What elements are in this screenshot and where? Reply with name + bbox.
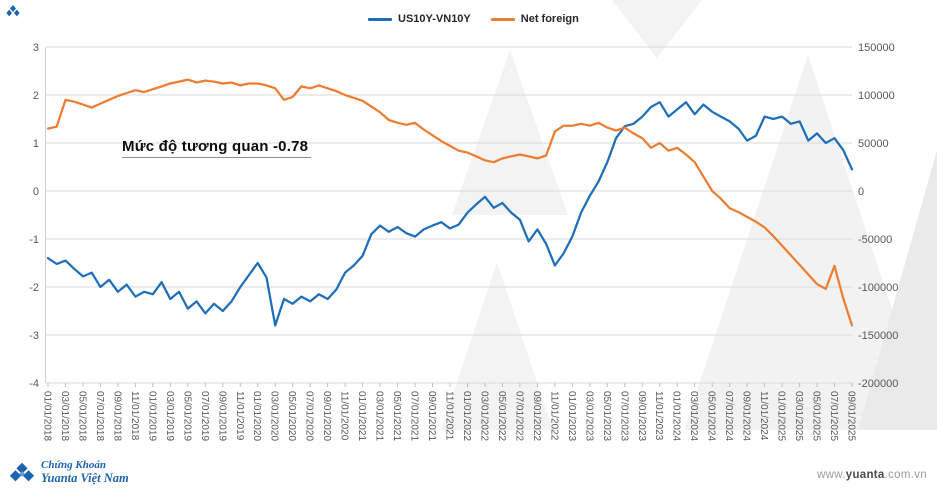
svg-text:-200000: -200000	[858, 378, 898, 390]
legend: US10Y-VN10Y Net foreign	[368, 13, 579, 25]
website-prefix: www.	[817, 469, 846, 481]
svg-text:01/01/2025: 01/01/2025	[776, 391, 787, 441]
legend-swatch-orange	[490, 17, 515, 21]
svg-text:50000: 50000	[858, 138, 889, 150]
website-url: www.yuanta.com.vn	[817, 469, 927, 481]
svg-text:100000: 100000	[858, 90, 895, 102]
svg-text:11/01/2022: 11/01/2022	[548, 391, 559, 441]
svg-text:09/01/2018: 09/01/2018	[111, 391, 122, 441]
svg-text:05/01/2020: 05/01/2020	[286, 391, 297, 441]
svg-text:01/01/2018: 01/01/2018	[42, 391, 53, 441]
svg-text:07/01/2022: 07/01/2022	[513, 391, 524, 441]
svg-text:03/01/2023: 03/01/2023	[583, 391, 594, 441]
svg-text:09/01/2021: 09/01/2021	[426, 391, 437, 441]
svg-text:11/01/2018: 11/01/2018	[129, 391, 140, 441]
yuanta-mark-icon	[6, 5, 20, 17]
svg-text:0: 0	[858, 186, 864, 198]
svg-text:-1: -1	[29, 234, 39, 246]
svg-text:01/01/2023: 01/01/2023	[566, 391, 577, 441]
website-suffix: .com.vn	[884, 469, 927, 481]
legend-item-net-foreign: Net foreign	[490, 13, 579, 25]
svg-text:09/01/2024: 09/01/2024	[741, 391, 752, 441]
svg-text:-4: -4	[29, 378, 39, 390]
svg-text:01/01/2024: 01/01/2024	[671, 391, 682, 441]
svg-text:03/01/2022: 03/01/2022	[478, 391, 489, 441]
svg-text:-2: -2	[29, 282, 39, 294]
svg-text:07/01/2021: 07/01/2021	[409, 391, 420, 441]
svg-text:11/01/2019: 11/01/2019	[234, 391, 245, 441]
svg-text:11/01/2023: 11/01/2023	[653, 391, 664, 441]
svg-text:-50000: -50000	[858, 234, 892, 246]
legend-label-us10y-vn10y: US10Y-VN10Y	[398, 13, 471, 25]
svg-text:03/01/2021: 03/01/2021	[374, 391, 385, 441]
svg-text:05/01/2021: 05/01/2021	[391, 391, 402, 441]
yuanta-logo-text: Chứng Khoán Yuanta Việt Nam	[41, 460, 129, 485]
svg-text:05/01/2019: 05/01/2019	[181, 391, 192, 441]
svg-text:09/01/2019: 09/01/2019	[216, 391, 227, 441]
svg-text:01/01/2021: 01/01/2021	[356, 391, 367, 441]
svg-text:07/01/2023: 07/01/2023	[618, 391, 629, 441]
svg-text:07/01/2019: 07/01/2019	[199, 391, 210, 441]
svg-text:3: 3	[33, 42, 39, 54]
website-name: yuanta	[845, 469, 885, 481]
svg-text:09/01/2022: 09/01/2022	[531, 391, 542, 441]
svg-text:11/01/2024: 11/01/2024	[758, 391, 769, 441]
svg-text:07/01/2018: 07/01/2018	[94, 391, 105, 441]
logo-line1: Chứng Khoán	[41, 459, 106, 472]
svg-text:2: 2	[33, 90, 39, 102]
svg-text:-150000: -150000	[858, 330, 898, 342]
logo-line2: Yuanta Việt Nam	[41, 470, 129, 485]
legend-swatch-blue	[368, 17, 392, 21]
svg-text:11/01/2020: 11/01/2020	[339, 391, 350, 441]
svg-text:07/01/2024: 07/01/2024	[723, 391, 734, 441]
svg-text:05/01/2023: 05/01/2023	[601, 391, 612, 441]
svg-text:07/01/2025: 07/01/2025	[828, 391, 839, 441]
correlation-annotation: Mức độ tương quan -0.78	[122, 138, 312, 158]
svg-text:03/01/2018: 03/01/2018	[59, 391, 70, 441]
svg-text:01/01/2020: 01/01/2020	[251, 391, 262, 441]
svg-text:05/01/2025: 05/01/2025	[811, 391, 822, 441]
svg-text:03/01/2019: 03/01/2019	[164, 391, 175, 441]
svg-text:09/01/2020: 09/01/2020	[321, 391, 332, 441]
yuanta-logo-icon	[9, 462, 35, 482]
svg-text:09/01/2025: 09/01/2025	[846, 391, 857, 441]
svg-text:1: 1	[33, 138, 39, 150]
svg-text:-3: -3	[29, 330, 39, 342]
svg-text:-100000: -100000	[858, 282, 898, 294]
svg-text:03/01/2025: 03/01/2025	[793, 391, 804, 441]
yuanta-vietnam-logo: Chứng Khoán Yuanta Việt Nam	[8, 460, 129, 485]
svg-text:11/01/2021: 11/01/2021	[444, 391, 455, 441]
svg-text:150000: 150000	[858, 42, 895, 54]
svg-text:07/01/2020: 07/01/2020	[304, 391, 315, 441]
svg-text:05/01/2018: 05/01/2018	[76, 391, 87, 441]
svg-text:0: 0	[33, 186, 39, 198]
svg-text:01/01/2022: 01/01/2022	[461, 391, 472, 441]
svg-text:05/01/2024: 05/01/2024	[706, 391, 717, 441]
legend-item-us10y-vn10y: US10Y-VN10Y	[368, 13, 471, 25]
svg-text:01/01/2019: 01/01/2019	[146, 391, 157, 441]
svg-text:03/01/2020: 03/01/2020	[269, 391, 280, 441]
legend-label-net-foreign: Net foreign	[520, 13, 579, 25]
svg-text:09/01/2023: 09/01/2023	[636, 391, 647, 441]
svg-text:05/01/2022: 05/01/2022	[496, 391, 507, 441]
svg-text:03/01/2024: 03/01/2024	[688, 391, 699, 441]
